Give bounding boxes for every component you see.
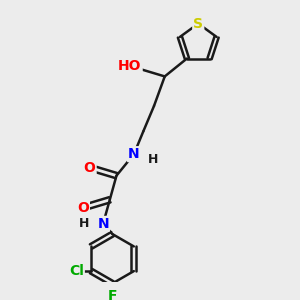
Text: N: N (97, 217, 109, 231)
Text: F: F (108, 289, 117, 300)
Text: O: O (84, 160, 96, 175)
Text: S: S (193, 16, 203, 31)
Text: H: H (148, 153, 158, 166)
Text: Cl: Cl (69, 264, 84, 278)
Text: HO: HO (118, 59, 142, 73)
Text: H: H (79, 218, 89, 230)
Text: O: O (77, 201, 89, 215)
Text: N: N (128, 147, 140, 161)
